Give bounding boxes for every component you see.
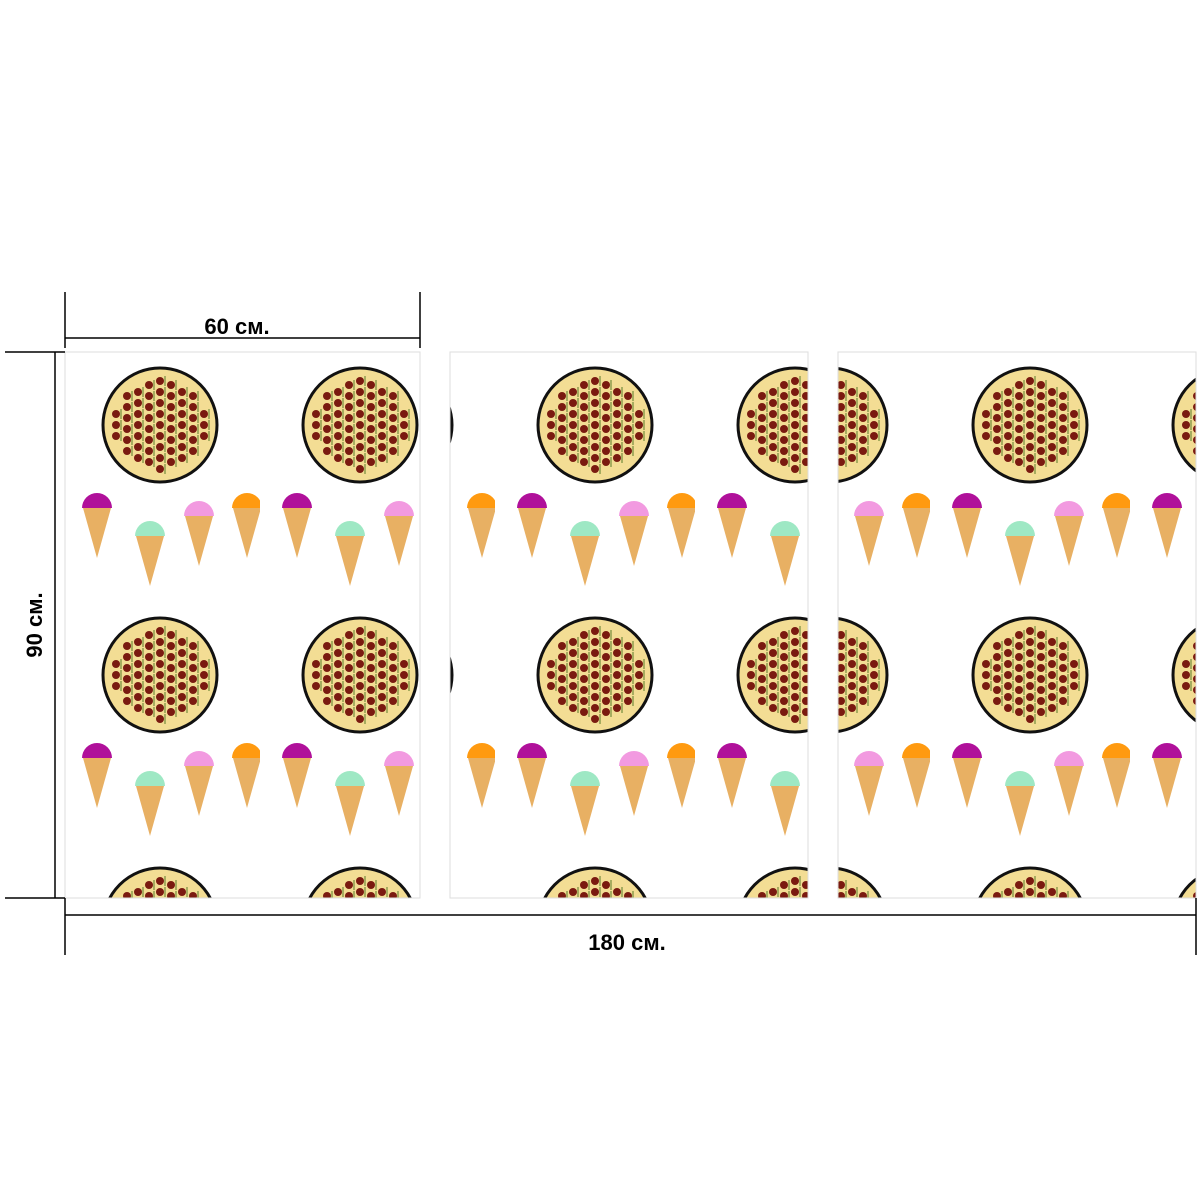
height-label: 90 см.	[22, 592, 47, 657]
width-label: 60 см.	[204, 314, 269, 339]
panel	[837, 351, 1197, 899]
panel	[449, 351, 809, 899]
dimension-lines	[5, 292, 1197, 955]
total-width-label: 180 см.	[588, 930, 665, 955]
panel	[64, 351, 421, 899]
